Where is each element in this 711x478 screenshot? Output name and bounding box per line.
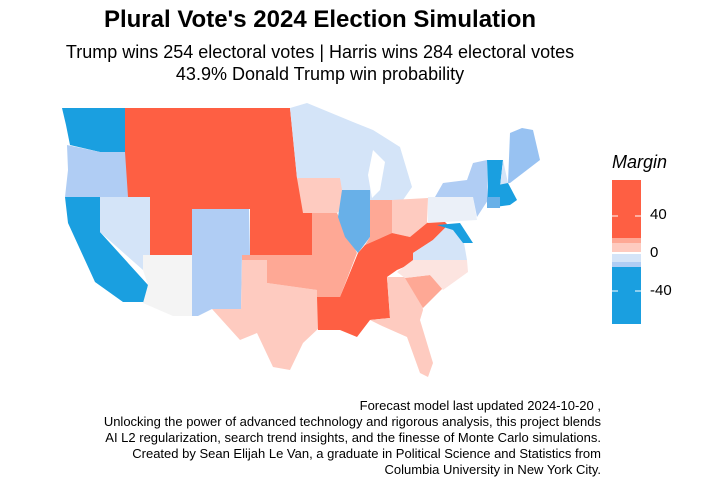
state-pennsylvania xyxy=(428,197,477,223)
legend-band-0 xyxy=(612,180,641,238)
chart-title: Plural Vote's 2024 Election Simulation xyxy=(103,6,537,33)
state-nevada xyxy=(100,197,150,270)
caption: Forecast model last updated 2024-10-20 ,… xyxy=(104,398,601,478)
state-texas xyxy=(212,260,320,370)
state-kansas-oklahoma-missouri-arkansas xyxy=(242,213,357,297)
legend-band-2 xyxy=(612,243,641,252)
state-arizona xyxy=(143,255,192,316)
state-illinois xyxy=(338,190,370,253)
state-oregon xyxy=(65,145,128,197)
state-georgia-florida xyxy=(370,277,433,377)
caption-line: Columbia University in New York City. xyxy=(384,462,602,477)
state-california xyxy=(65,197,148,302)
state-ohio xyxy=(392,198,428,237)
legend-title: Margin xyxy=(612,152,668,172)
caption-line: Unlocking the power of advanced technolo… xyxy=(103,414,601,429)
state-maryland-delaware-new-jersey xyxy=(437,223,473,243)
state-maine xyxy=(508,128,540,183)
caption-line: Forecast model last updated 2024-10-20 , xyxy=(359,398,601,413)
subtitle-electoral-votes: Trump wins 254 electoral votes | Harris … xyxy=(65,42,575,62)
subtitle-win-probability: 43.9% Donald Trump win probability xyxy=(175,64,465,84)
state-vermont xyxy=(487,160,503,187)
state-washington xyxy=(62,108,125,152)
lake-michigan xyxy=(368,150,385,198)
state-colorado-new-mexico xyxy=(192,209,250,316)
state-mountain-plains xyxy=(125,108,312,255)
legend-label-minus-40: -40 xyxy=(650,282,672,299)
state-new-hampshire xyxy=(495,160,508,188)
state-iowa xyxy=(297,178,348,213)
legend-band-1 xyxy=(612,238,641,243)
state-indiana xyxy=(365,200,392,245)
legend-band-3 xyxy=(612,254,641,262)
state-south-carolina xyxy=(405,275,443,308)
legend-band-4 xyxy=(612,262,641,267)
legend-label-0: 0 xyxy=(650,244,659,261)
state-new-york xyxy=(435,160,488,217)
legend-band-5 xyxy=(612,267,641,324)
state-north-carolina xyxy=(397,260,468,290)
legend-colorbar xyxy=(612,180,641,324)
caption-line: Created by Sean Elijah Le Van, a graduat… xyxy=(132,446,601,461)
legend-label-40: 40 xyxy=(650,206,667,223)
caption-line: AI L2 regularization, search trend insig… xyxy=(105,430,601,445)
state-south-central xyxy=(317,217,448,337)
state-virginia xyxy=(413,225,467,260)
state-connecticut xyxy=(487,197,500,208)
